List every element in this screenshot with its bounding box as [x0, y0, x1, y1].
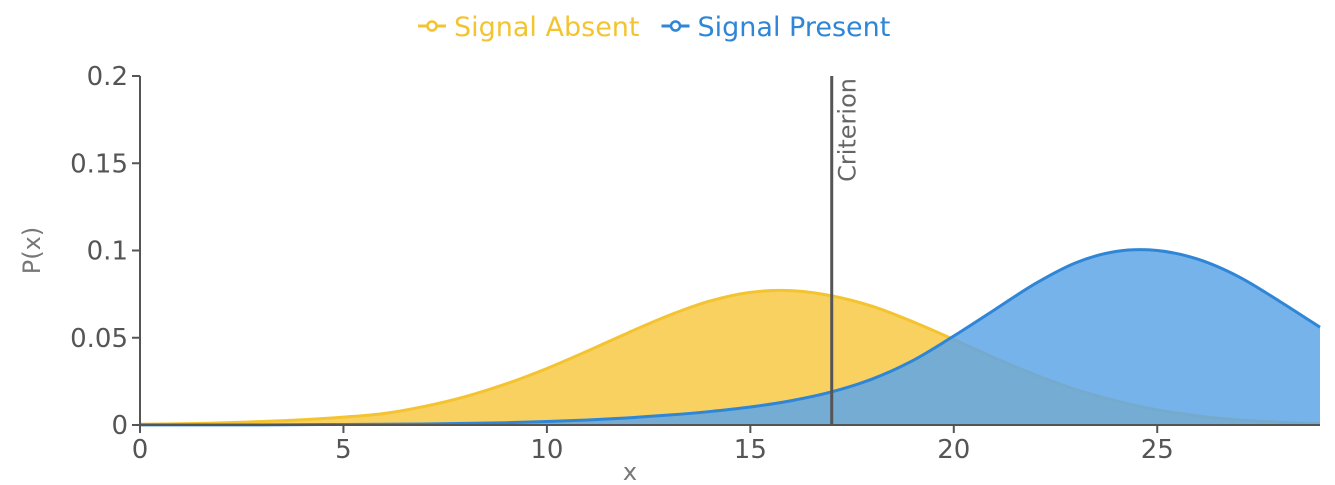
x-tick-label: 5 — [335, 435, 352, 465]
legend-circle-marker — [426, 20, 438, 32]
x-tick-label: 15 — [734, 435, 767, 465]
y-tick-label: 0.1 — [87, 237, 128, 267]
legend[interactable]: Signal Absent Signal Present — [418, 12, 890, 43]
series-area-1 — [140, 249, 1320, 425]
annotation-layer: Criterion — [830, 76, 862, 425]
legend-item-1[interactable]: Signal Present — [661, 12, 891, 43]
x-tick-label: 20 — [937, 435, 970, 465]
legend-circle-marker — [669, 20, 682, 32]
x-tick-label: 10 — [530, 435, 563, 465]
axes: 0 0.05 0.1 0.15 0.2 0 5 10 15 20 25 — [70, 62, 1320, 465]
x-axis-title: x — [623, 458, 637, 485]
criterion-label: Criterion — [834, 78, 862, 182]
y-tick-label: 0.2 — [87, 62, 128, 92]
legend-item-0[interactable]: Signal Absent — [418, 12, 640, 43]
y-axis-title: P(x) — [18, 227, 46, 274]
y-tick-label: 0 — [111, 411, 128, 441]
legend-label: Signal Absent — [454, 12, 640, 43]
x-tick-label: 25 — [1141, 435, 1174, 465]
x-tick-label: 0 — [132, 435, 149, 465]
y-tick-label: 0.05 — [70, 324, 128, 354]
area-layer — [139, 248, 1321, 427]
y-tick-label: 0.15 — [70, 149, 128, 179]
legend-label: Signal Present — [698, 12, 891, 43]
